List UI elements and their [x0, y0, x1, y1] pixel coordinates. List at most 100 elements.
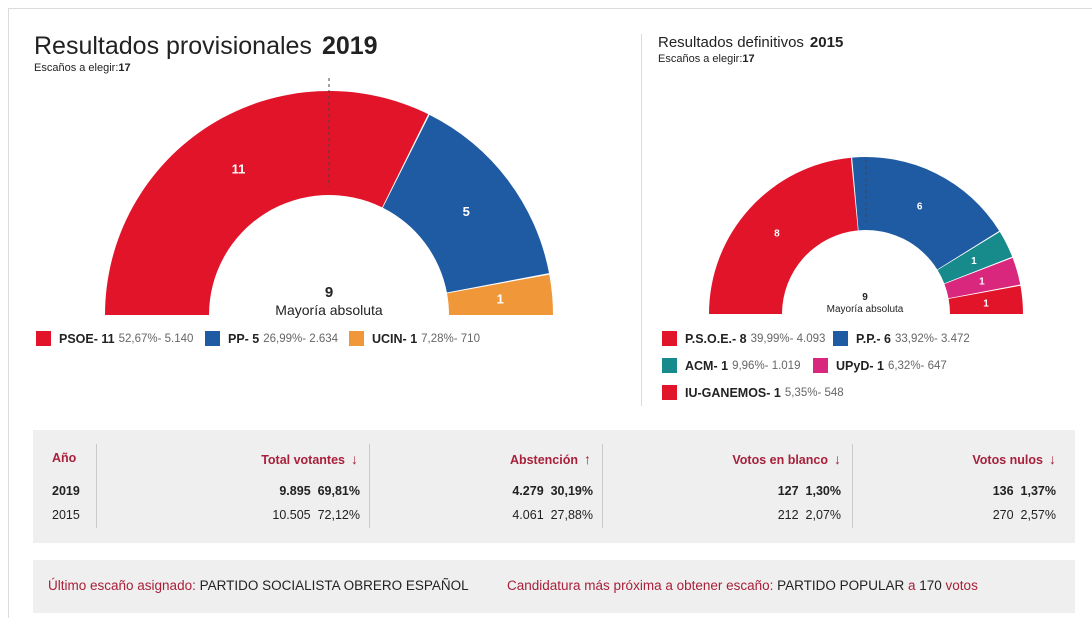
- legend-stats-iu-ganemos: 5,35%- 548: [784, 386, 844, 399]
- hemicycle-slice-psoe[interactable]: [105, 90, 429, 315]
- table-cell-null: 270 2,57%: [992, 508, 1056, 522]
- table-divider: [852, 444, 853, 528]
- hemicycle-slice-pp[interactable]: [382, 114, 550, 293]
- header-abstention-label: Abstención: [509, 453, 578, 467]
- hemicycle-slice-upyd-2015[interactable]: [944, 257, 1021, 299]
- hemicycle-slice-acm-2015[interactable]: [937, 231, 1013, 284]
- next-seat-votes-label: votos: [945, 578, 978, 593]
- header-total-votantes[interactable]: Total votantes ↓: [200, 451, 358, 467]
- slice-seat-label: 1: [983, 298, 989, 309]
- slice-seat-label: 8: [774, 228, 780, 239]
- hemicycle-slice-iu-ganemos-2015[interactable]: [948, 285, 1023, 314]
- side-seats-info: Escaños a elegir:17: [658, 53, 755, 65]
- slice-seat-label: 5: [463, 204, 470, 219]
- header-blank-label: Votos en blanco: [732, 453, 828, 467]
- side-majority-number: 9: [862, 292, 868, 303]
- side-seats-label: Escaños a elegir:: [658, 53, 743, 65]
- last-seat-label: Último escaño asignado:: [48, 578, 196, 593]
- sort-down-icon: ↓: [351, 451, 358, 467]
- side-seats-total: 17: [742, 53, 755, 65]
- legend-item-upyd: UPyD- 1 6,32%- 647: [813, 358, 947, 373]
- table-cell-abstention: 4.061 27,88%: [512, 508, 593, 522]
- table-divider: [96, 444, 97, 528]
- next-seat-party: PARTIDO POPULAR: [777, 578, 905, 593]
- legend-item-ucin: UCIN- 1 7,28%- 710: [349, 331, 480, 346]
- legend-stats-upyd: 6,32%- 647: [887, 359, 947, 372]
- main-title-text: Resultados provisionales: [34, 32, 312, 60]
- slice-seat-label: 1: [497, 292, 504, 307]
- legend-name-iu-ganemos: IU-GANEMOS- 1: [685, 385, 781, 400]
- main-majority-number: 9: [324, 284, 334, 301]
- legend-name-upyd: UPyD- 1: [836, 358, 884, 373]
- legend-name-psoe-2015: P.S.O.E.- 8: [685, 331, 747, 346]
- table-cell-total: 9.895 69,81%: [279, 484, 360, 498]
- legend-name-pp: PP- 5: [228, 331, 260, 346]
- legend-swatch-psoe-2015: [662, 331, 677, 346]
- table-divider: [602, 444, 603, 528]
- legend-stats-ucin: 7,28%- 710: [421, 332, 480, 345]
- slice-seat-label: 1: [971, 256, 977, 267]
- side-title-text: Resultados definitivos: [658, 34, 804, 51]
- sort-up-icon: ↑: [584, 451, 591, 467]
- legend-item-psoe: PSOE- 11 52,67%- 5.140: [36, 331, 193, 346]
- legend-swatch-upyd: [813, 358, 828, 373]
- legend-swatch-ucin: [349, 331, 364, 346]
- header-year: Año: [52, 451, 77, 465]
- header-votos-blanco[interactable]: Votos en blanco ↓: [660, 451, 841, 467]
- legend-name-psoe: PSOE- 11: [59, 331, 115, 346]
- table-divider: [369, 444, 370, 528]
- header-abstencion[interactable]: Abstención ↑: [430, 451, 591, 467]
- legend-item-pp-2015: P.P.- 6 33,92%- 3.472: [833, 331, 970, 346]
- main-seats-label: Escaños a elegir:: [34, 62, 119, 74]
- table-cell-year: 2019: [52, 484, 80, 498]
- next-seat-votes: 170: [919, 578, 942, 593]
- legend-name-pp-2015: P.P.- 6: [856, 331, 891, 346]
- slice-seat-label: 1: [979, 277, 985, 288]
- legend-swatch-pp: [205, 331, 220, 346]
- legend-stats-psoe: 52,67%- 5.140: [118, 332, 194, 345]
- main-seats-info: Escaños a elegir:17: [34, 62, 131, 74]
- table-cell-blank: 212 2,07%: [777, 508, 841, 522]
- legend-stats-pp: 26,99%- 2.634: [263, 332, 339, 345]
- header-votos-nulos[interactable]: Votos nulos ↓: [900, 451, 1056, 467]
- slice-seat-label: 6: [917, 202, 923, 213]
- hemicycle-slice-p-p-2015[interactable]: [852, 156, 1000, 270]
- legend-stats-acm: 9,96%- 1.019: [732, 359, 801, 372]
- last-seat-info: Último escaño asignado: PARTIDO SOCIALIS…: [48, 578, 469, 593]
- legend-swatch-iu-ganemos: [662, 385, 677, 400]
- legend-item-psoe-2015: P.S.O.E.- 8 39,99%- 4.093: [662, 331, 825, 346]
- legend-item-acm: ACM- 1 9,96%- 1.019: [662, 358, 800, 373]
- hemicycle-slice-p-s-o-e-2015[interactable]: [709, 157, 858, 314]
- next-seat-info: Candidatura más próxima a obtener escaño…: [507, 578, 978, 593]
- legend-swatch-pp-2015: [833, 331, 848, 346]
- next-seat-label: Candidatura más próxima a obtener escaño…: [507, 578, 774, 593]
- table-cell-total: 10.505 72,12%: [272, 508, 360, 522]
- table-cell-abstention: 4.279 30,19%: [512, 484, 593, 498]
- side-title-year: 2015: [809, 34, 844, 51]
- next-seat-connector: a: [907, 578, 916, 593]
- header-null-label: Votos nulos: [972, 453, 1043, 467]
- sort-down-icon: ↓: [1049, 451, 1056, 467]
- last-seat-party: PARTIDO SOCIALISTA OBRERO ESPAÑOL: [199, 578, 469, 593]
- main-title: Resultados provisionales 2019: [34, 32, 378, 61]
- legend-item-pp: PP- 5 26,99%- 2.634: [205, 331, 338, 346]
- legend-name-ucin: UCIN- 1: [372, 331, 418, 346]
- column-divider: [641, 34, 642, 406]
- legend-swatch-psoe: [36, 331, 51, 346]
- side-title: Resultados definitivos 2015: [658, 34, 843, 51]
- table-cell-year: 2015: [52, 508, 80, 522]
- side-majority-label: Mayoría absoluta: [826, 304, 904, 315]
- table-cell-null: 136 1,37%: [992, 484, 1056, 498]
- seat-assignment-panel: [33, 560, 1075, 613]
- main-majority-label: Mayoría absoluta: [275, 302, 383, 318]
- sort-down-icon: ↓: [834, 451, 841, 467]
- main-seats-total: 17: [118, 62, 131, 74]
- hemicycle-slice-ucin[interactable]: [447, 274, 553, 315]
- main-title-year: 2019: [321, 32, 378, 60]
- legend-stats-psoe-2015: 39,99%- 4.093: [750, 332, 826, 345]
- legend-swatch-acm: [662, 358, 677, 373]
- legend-stats-pp-2015: 33,92%- 3.472: [895, 332, 970, 345]
- header-total-label: Total votantes: [261, 453, 345, 467]
- legend-item-iu-ganemos: IU-GANEMOS- 1 5,35%- 548: [662, 385, 844, 400]
